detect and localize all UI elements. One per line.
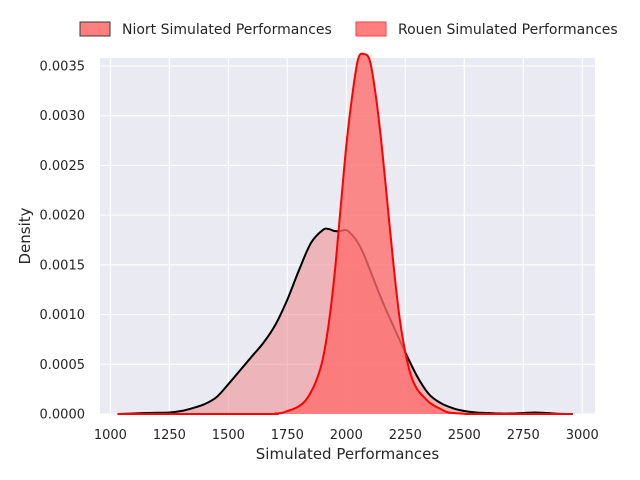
y-tick-label: 0.0035: [40, 59, 86, 74]
x-tick-label: 2750: [507, 428, 540, 443]
y-tick-label: 0.0015: [40, 258, 86, 273]
x-tick-label: 2250: [389, 428, 422, 443]
legend-swatch-niort: [79, 21, 111, 37]
legend-swatch-rouen: [355, 21, 387, 37]
x-axis-title: Simulated Performances: [256, 445, 440, 463]
y-tick-label: 0.0010: [40, 308, 86, 323]
legend-label-rouen: Rouen Simulated Performances: [398, 22, 618, 38]
x-tick-label: 1250: [153, 428, 186, 443]
y-tick-label: 0.0025: [40, 159, 86, 174]
density-area-rouen: [117, 53, 573, 415]
y-tick-label: 0.0000: [40, 408, 86, 423]
x-tick-label: 1500: [212, 428, 245, 443]
density-series: [117, 52, 573, 416]
x-tick-label: 2500: [448, 428, 481, 443]
x-tick-label: 1750: [271, 428, 304, 443]
x-tick-label: 1000: [94, 428, 127, 443]
tick-labels: 1000 1250 1500 1750 2000 2250 2500 2750 3000 0.00…: [40, 59, 599, 443]
legend-label-niort: Niort Simulated Performances: [122, 22, 332, 38]
y-axis-title: Density: [16, 207, 34, 264]
y-tick-label: 0.0020: [40, 209, 86, 224]
y-tick-label: 0.0005: [40, 358, 86, 373]
density-line-rouen: [117, 52, 573, 416]
x-tick-label: 2000: [330, 428, 363, 443]
x-tick-label: 3000: [566, 428, 599, 443]
legend: Niort Simulated Performances Rouen Simul…: [79, 21, 618, 38]
y-tick-label: 0.0030: [40, 109, 86, 124]
